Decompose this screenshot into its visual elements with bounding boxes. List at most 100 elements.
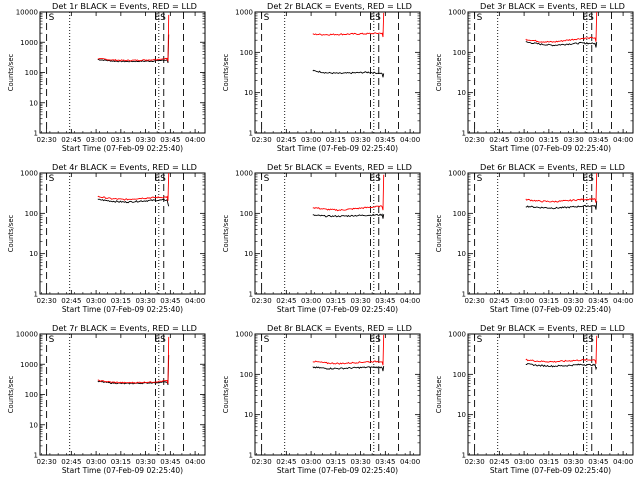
events-series-line [525, 201, 598, 210]
x-tick-label: 03:45 [375, 458, 395, 466]
detector-panel-4: Det 4r BLACK = Events, RED = LLD 02:30 02:… [7, 162, 206, 314]
panel-title: Det 1r BLACK = Events, RED = LLD [52, 1, 197, 11]
detector-panel-8: Det 8r BLACK = Events, RED = LLD 02:30 02:… [222, 323, 421, 475]
x-tick-label: 03:45 [160, 297, 180, 305]
detector-panel-9: Det 9r BLACK = Events, RED = LLD 02:30 02:… [435, 323, 634, 475]
x-tick-label: 02:30 [37, 136, 57, 144]
y-tick-label: 1 [462, 130, 466, 138]
x-tick-label: 03:15 [326, 136, 346, 144]
y-tick-label: 1 [462, 291, 466, 299]
y-axis-label: Counts/sec [435, 376, 443, 414]
x-tick-label: 03:15 [326, 297, 346, 305]
events-series-line [525, 41, 598, 48]
marker-es: ES [583, 174, 595, 184]
marker-s: S [477, 174, 483, 184]
y-tick-label: 100 [453, 49, 466, 57]
events-series-line [312, 213, 385, 219]
x-tick-label: 02:30 [252, 458, 272, 466]
y-tick-label: 10000 [16, 331, 38, 339]
y-tick-label: 100 [453, 371, 466, 379]
y-tick-label: 100 [240, 49, 253, 57]
y-tick-label: 1 [34, 291, 38, 299]
panel-title: Det 7r BLACK = Events, RED = LLD [52, 323, 197, 333]
x-tick-label: 04:00 [400, 136, 420, 144]
events-series-line [97, 198, 170, 207]
events-series-line [312, 69, 385, 78]
x-tick-label: 03:15 [326, 458, 346, 466]
x-axis-label: Start Time (07-Feb-09 02:25:40) [62, 305, 183, 314]
panel-title: Det 3r BLACK = Events, RED = LLD [480, 1, 625, 11]
x-tick-label: 03:00 [86, 458, 106, 466]
x-tick-label: 04:00 [613, 136, 633, 144]
x-tick-label: 02:45 [276, 297, 296, 305]
x-tick-label: 03:45 [160, 458, 180, 466]
x-tick-label: 03:15 [111, 297, 131, 305]
x-tick-label: 02:30 [465, 297, 485, 305]
y-tick-label: 10 [29, 99, 38, 107]
x-tick-label: 02:45 [489, 297, 509, 305]
x-tick-label: 04:00 [185, 297, 205, 305]
x-tick-label: 02:45 [489, 136, 509, 144]
x-tick-label: 03:30 [351, 297, 371, 305]
x-tick-label: 02:45 [276, 136, 296, 144]
plot-frame [467, 172, 634, 295]
x-axis-label: Start Time (07-Feb-09 02:25:40) [277, 305, 398, 314]
y-tick-label: 10 [457, 250, 466, 258]
detector-panel-5: Det 5r BLACK = Events, RED = LLD 02:30 02:… [222, 162, 421, 314]
y-tick-label: 10 [29, 250, 38, 258]
y-tick-label: 1 [34, 452, 38, 460]
y-axis-label: Counts/sec [435, 54, 443, 92]
detector-panel-1: Det 1r BLACK = Events, RED = LLD 02:30 02:… [7, 1, 206, 153]
y-axis-label: Counts/sec [435, 215, 443, 253]
panel-title: Det 2r BLACK = Events, RED = LLD [267, 1, 412, 11]
y-tick-label: 1000 [20, 39, 38, 47]
marker-s: S [477, 13, 483, 23]
x-tick-label: 03:15 [111, 458, 131, 466]
x-tick-label: 03:30 [136, 297, 156, 305]
lld-series-line [97, 172, 170, 201]
y-tick-label: 1000 [448, 331, 466, 339]
y-tick-label: 10 [244, 411, 253, 419]
y-tick-label: 1000 [20, 361, 38, 369]
x-tick-label: 03:45 [588, 297, 608, 305]
x-axis-label: Start Time (07-Feb-09 02:25:40) [62, 466, 183, 475]
y-tick-label: 100 [240, 210, 253, 218]
x-tick-label: 03:30 [136, 136, 156, 144]
plot-frame [467, 11, 634, 134]
y-tick-label: 100 [25, 391, 38, 399]
lld-series-line [312, 12, 385, 38]
y-tick-label: 100 [453, 210, 466, 218]
x-tick-label: 03:00 [514, 136, 534, 144]
x-tick-label: 03:00 [301, 458, 321, 466]
marker-es: ES [370, 174, 382, 184]
y-tick-label: 10 [457, 411, 466, 419]
marker-s: S [264, 174, 270, 184]
y-axis-label: Counts/sec [222, 54, 230, 92]
x-tick-label: 04:00 [185, 458, 205, 466]
x-axis-label: Start Time (07-Feb-09 02:25:40) [490, 305, 611, 314]
x-tick-label: 04:00 [400, 458, 420, 466]
x-tick-label: 03:00 [514, 297, 534, 305]
x-tick-label: 02:45 [489, 458, 509, 466]
panel-title: Det 9r BLACK = Events, RED = LLD [480, 323, 625, 333]
x-tick-label: 03:00 [301, 136, 321, 144]
y-tick-label: 10000 [16, 9, 38, 17]
y-axis-label: Counts/sec [222, 376, 230, 414]
x-tick-label: 03:30 [136, 458, 156, 466]
x-tick-label: 03:15 [111, 136, 131, 144]
marker-es: ES [155, 174, 167, 184]
y-tick-label: 1 [462, 452, 466, 460]
x-tick-label: 02:30 [252, 297, 272, 305]
y-tick-label: 1000 [235, 9, 253, 17]
x-tick-label: 03:45 [375, 136, 395, 144]
y-tick-label: 1000 [448, 170, 466, 178]
y-tick-label: 10 [457, 89, 466, 97]
x-tick-label: 03:15 [539, 458, 559, 466]
marker-es: ES [155, 13, 167, 23]
marker-s: S [264, 335, 270, 345]
y-tick-label: 1 [249, 130, 253, 138]
x-tick-label: 03:45 [160, 136, 180, 144]
x-tick-label: 03:45 [375, 297, 395, 305]
x-tick-label: 03:30 [564, 297, 584, 305]
